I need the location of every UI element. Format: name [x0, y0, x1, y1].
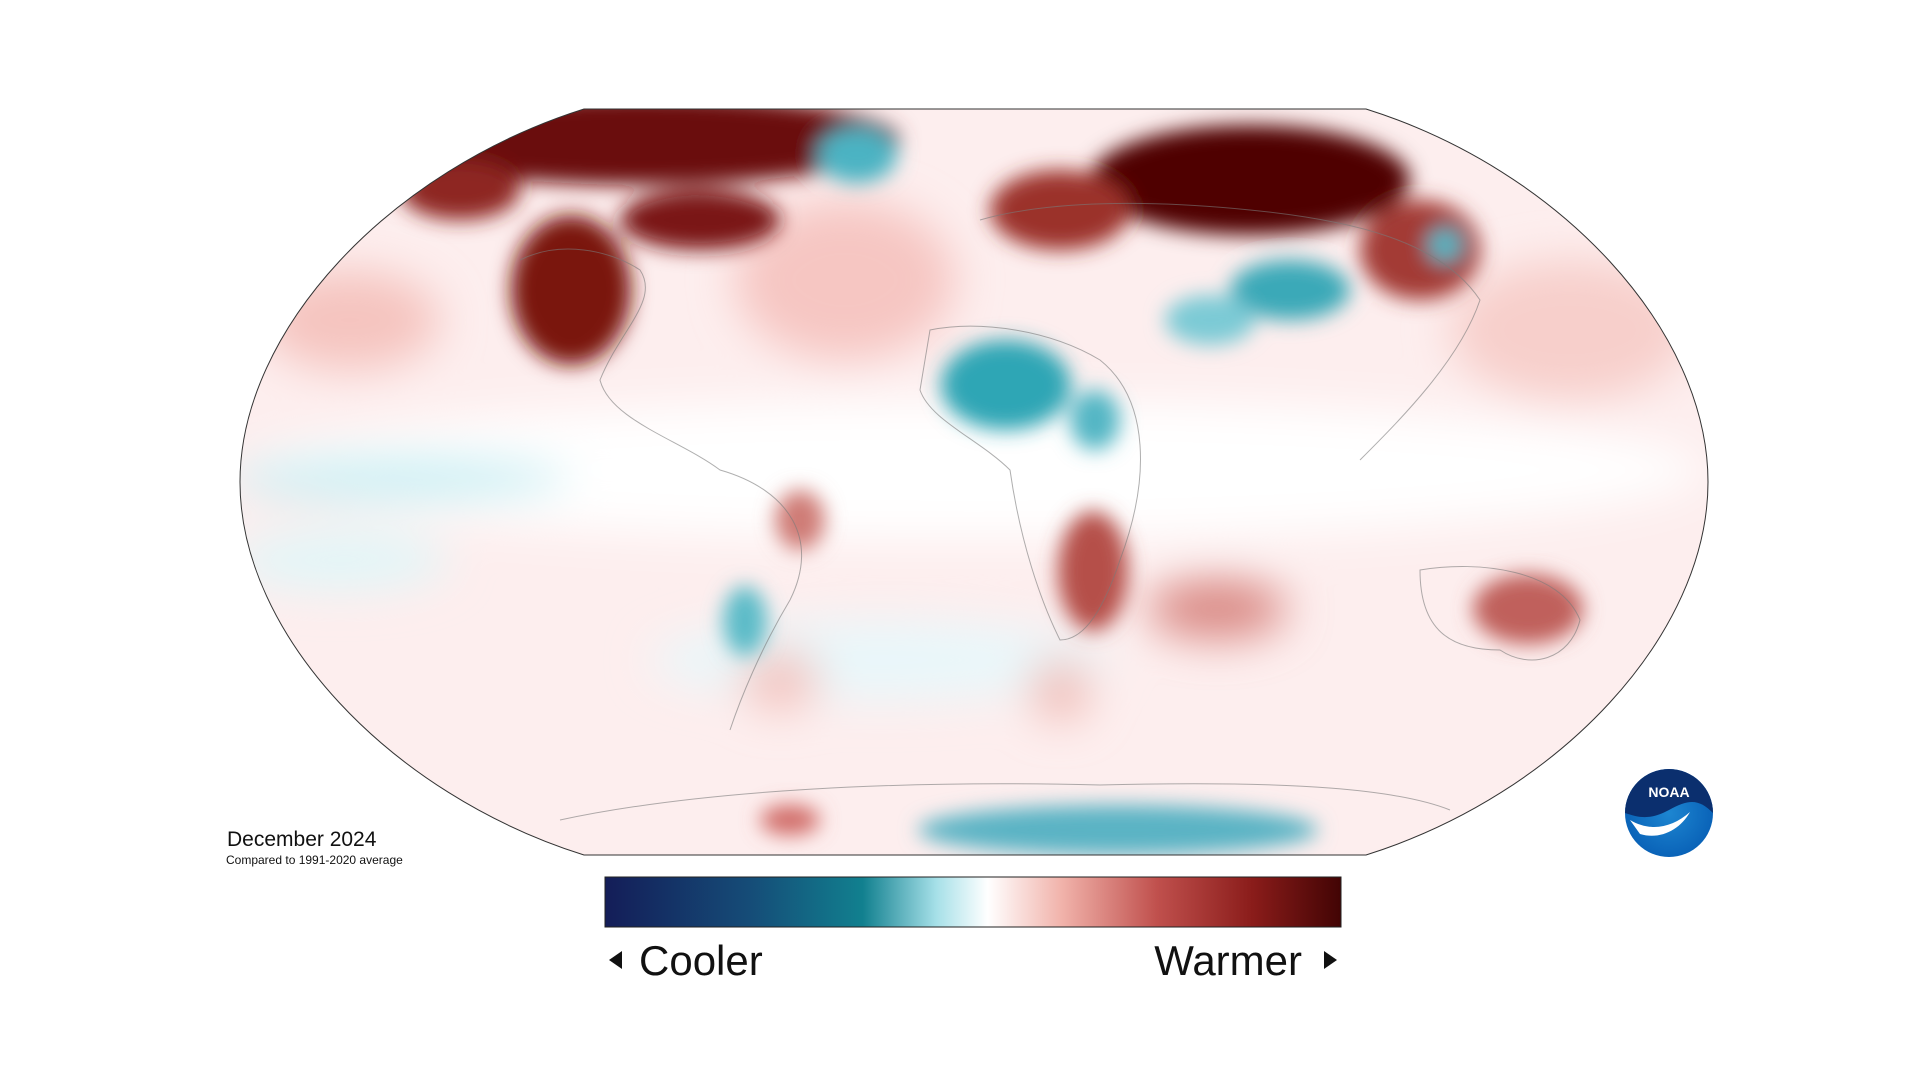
legend-warmer: Warmer — [1154, 937, 1302, 984]
noaa-text: NOAA — [1648, 784, 1689, 800]
cooler-arrow — [609, 951, 622, 969]
warmer-arrow — [1324, 951, 1337, 969]
map-border — [239, 108, 1709, 856]
legend-cooler: Cooler — [639, 937, 763, 984]
color-bar — [604, 876, 1342, 928]
map-subtitle: Compared to 1991-2020 average — [226, 853, 403, 867]
anomaly-map — [240, 109, 1708, 855]
noaa-logo: NOAA — [1625, 769, 1713, 857]
map-date: December 2024 — [227, 828, 377, 851]
coastlines — [519, 202, 1581, 821]
